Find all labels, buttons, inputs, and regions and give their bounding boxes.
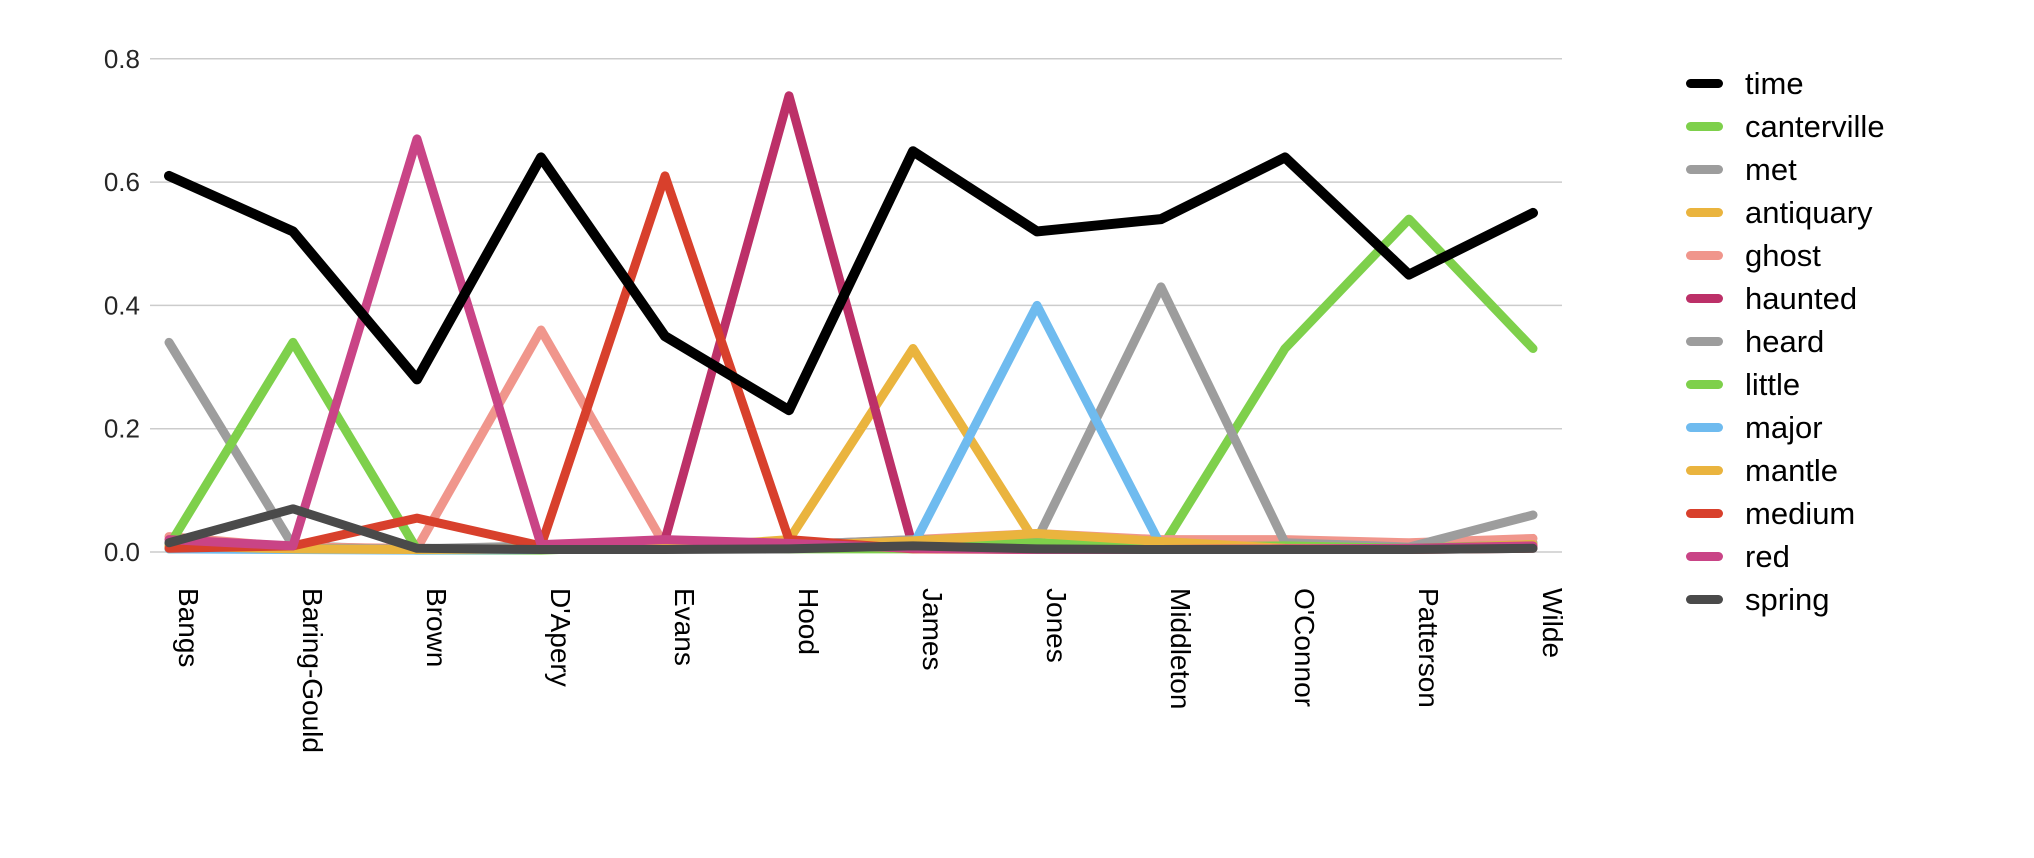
legend-swatch-medium bbox=[1686, 509, 1723, 518]
x-tick-label: Wilde bbox=[1537, 588, 1568, 658]
y-tick-label: 0.8 bbox=[104, 44, 140, 74]
legend-item-haunted: haunted bbox=[1686, 277, 1885, 320]
x-tick-label: Patterson bbox=[1413, 588, 1444, 708]
legend-label: heard bbox=[1745, 324, 1825, 359]
x-tick-label: Baring-Gould bbox=[297, 588, 328, 753]
legend-swatch-antiquary bbox=[1686, 208, 1723, 217]
legend-item-canterville: canterville bbox=[1686, 105, 1885, 148]
x-tick-label: Hood bbox=[793, 588, 824, 655]
legend-item-medium: medium bbox=[1686, 492, 1885, 535]
legend-item-met: met bbox=[1686, 148, 1885, 191]
legend-item-red: red bbox=[1686, 535, 1885, 578]
y-tick-label: 0.2 bbox=[104, 414, 140, 444]
x-tick-label: Bangs bbox=[173, 588, 204, 667]
legend-swatch-mantle bbox=[1686, 466, 1723, 475]
legend-label: major bbox=[1745, 410, 1823, 445]
legend-label: red bbox=[1745, 539, 1790, 574]
legend-label: spring bbox=[1745, 582, 1830, 617]
legend-label: medium bbox=[1745, 496, 1856, 531]
legend-label: time bbox=[1745, 66, 1804, 101]
legend-item-ghost: ghost bbox=[1686, 234, 1885, 277]
legend-swatch-spring bbox=[1686, 595, 1723, 604]
legend-label: ghost bbox=[1745, 238, 1821, 273]
series-line-time bbox=[164, 146, 1538, 416]
legend-item-major: major bbox=[1686, 406, 1885, 449]
legend-swatch-time bbox=[1686, 79, 1723, 88]
legend-swatch-ghost bbox=[1686, 251, 1723, 260]
legend-label: little bbox=[1745, 367, 1801, 402]
legend-item-mantle: mantle bbox=[1686, 449, 1885, 492]
legend-swatch-red bbox=[1686, 552, 1723, 561]
y-tick-label: 0.6 bbox=[104, 167, 140, 197]
y-tick-label: 0.4 bbox=[104, 290, 140, 320]
legend-label: met bbox=[1745, 152, 1797, 187]
legend-swatch-heard bbox=[1686, 337, 1723, 346]
chart-legend: time canterville met antiquary ghost haunted h… bbox=[1686, 62, 1885, 621]
legend-item-heard: heard bbox=[1686, 320, 1885, 363]
legend-item-antiquary: antiquary bbox=[1686, 191, 1885, 234]
legend-label: mantle bbox=[1745, 453, 1839, 488]
legend-item-time: time bbox=[1686, 62, 1885, 105]
x-tick-label: Evans bbox=[669, 588, 700, 666]
x-tick-label: Jones bbox=[1041, 588, 1072, 663]
legend-swatch-major bbox=[1686, 423, 1723, 432]
legend-label: antiquary bbox=[1745, 195, 1873, 230]
y-tick-label: 0.0 bbox=[104, 537, 140, 567]
series-line-antiquary bbox=[164, 344, 1538, 555]
x-tick-label: Middleton bbox=[1165, 588, 1196, 709]
legend-label: haunted bbox=[1745, 281, 1858, 316]
series-line-major bbox=[164, 300, 1538, 555]
legend-label: canterville bbox=[1745, 109, 1885, 144]
legend-swatch-haunted bbox=[1686, 294, 1723, 303]
x-tick-label: D'Apery bbox=[545, 588, 576, 687]
x-tick-label: James bbox=[917, 588, 948, 670]
legend-item-spring: spring bbox=[1686, 578, 1885, 621]
x-tick-label: Brown bbox=[421, 588, 452, 667]
legend-swatch-canterville bbox=[1686, 122, 1723, 131]
series-line-medium bbox=[164, 171, 1538, 555]
legend-swatch-little bbox=[1686, 380, 1723, 389]
x-tick-label: O'Connor bbox=[1289, 588, 1320, 707]
legend-item-little: little bbox=[1686, 363, 1885, 406]
legend-swatch-met bbox=[1686, 165, 1723, 174]
series-line-spring bbox=[164, 504, 1538, 555]
